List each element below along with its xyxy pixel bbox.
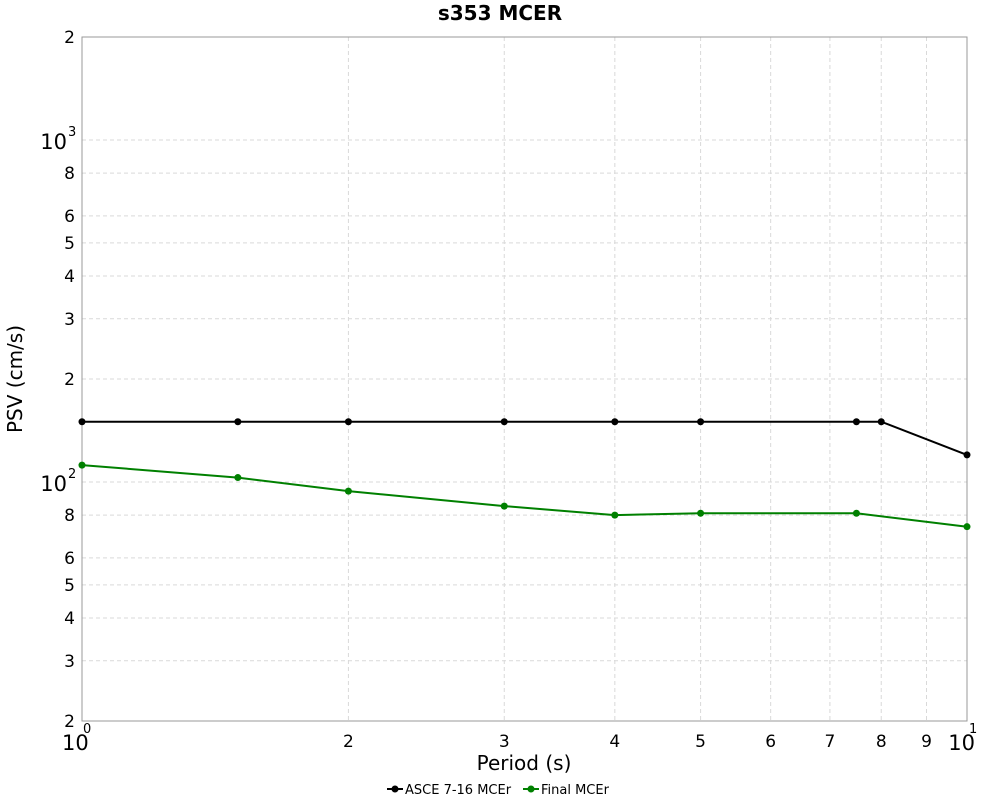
data-point [500,502,508,510]
x-decade-label: 10 [62,731,89,755]
y-decade-exponent: 2 [68,467,76,482]
data-point [852,509,860,517]
y-tick-label: 2 [64,370,75,390]
x-tick-label: 6 [765,732,776,752]
data-point [78,461,86,469]
legend: ASCE 7-16 MCEr Final MCEr [387,783,610,798]
data-point [234,474,242,482]
legend-swatch-marker [527,785,535,793]
data-point [234,418,242,426]
x-tick-label: 9 [921,732,932,752]
y-tick-label: 5 [64,234,75,254]
data-point [344,418,352,426]
series-layer [78,418,971,531]
x-tick-label: 3 [499,732,510,752]
data-point [78,418,86,426]
y-tick-label: 3 [64,310,75,330]
x-decade-label: 10 [948,731,975,755]
legend-label: ASCE 7-16 MCEr [405,783,512,798]
data-point [697,509,705,517]
data-point [852,418,860,426]
y-tick-label: 4 [64,609,75,629]
y-tick-label: 8 [64,164,75,184]
x-tick-label: 5 [695,732,706,752]
y-tick-label: 4 [64,267,75,287]
x-tick-label: 7 [824,732,835,752]
y-tick-label: 6 [64,549,75,569]
series-line [81,464,968,528]
y-decade-exponent: 3 [68,125,76,140]
data-point [963,451,971,459]
y-axis-label: PSV (cm/s) [3,325,27,433]
legend-label: Final MCEr [541,783,610,798]
y-tick-label: 2 [64,28,75,48]
y-tick-label: 3 [64,652,75,672]
y-tick-label: 8 [64,506,75,526]
y-decade-label: 10 [40,130,67,154]
data-point [697,418,705,426]
data-point [611,418,619,426]
data-point [344,487,352,495]
data-point [877,418,885,426]
x-tick-label: 4 [609,732,620,752]
data-point [611,511,619,519]
x-tick-label: 2 [343,732,354,752]
y-tick-label: 5 [64,576,75,596]
x-decade-exponent: 0 [83,722,91,737]
plot-area [81,36,968,722]
y-tick-label: 6 [64,207,75,227]
data-point [500,418,508,426]
x-axis-label: Period (s) [477,751,572,775]
x-decade-exponent: 1 [969,722,977,737]
chart-title: s353 MCER [438,1,562,25]
y-tick-label: 2 [64,712,75,732]
y-decade-label: 10 [40,472,67,496]
data-point [963,523,971,531]
x-tick-label: 8 [876,732,887,752]
legend-swatch-marker [391,785,399,793]
